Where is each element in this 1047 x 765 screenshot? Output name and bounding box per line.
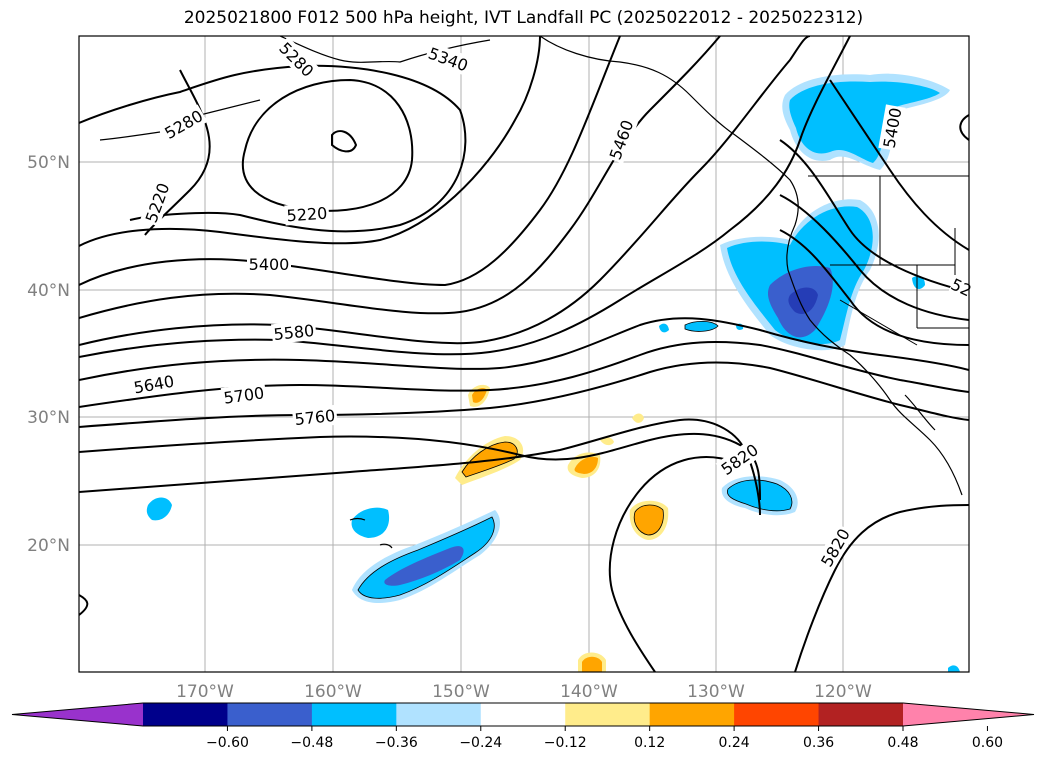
latitude-labels: 50°N 40°N 30°N 20°N bbox=[27, 153, 70, 556]
lon-label: 140°W bbox=[560, 682, 618, 702]
colorbar-bin bbox=[227, 703, 313, 726]
lon-label: 160°W bbox=[304, 682, 362, 702]
lon-label: 170°W bbox=[176, 682, 234, 702]
colorbar-tick-label: 0.24 bbox=[719, 735, 750, 751]
lat-label: 30°N bbox=[27, 408, 70, 428]
colorbar-bin bbox=[734, 703, 820, 726]
colorbar-tick-label: 0.60 bbox=[972, 735, 1003, 751]
colorbar-bin bbox=[565, 703, 651, 726]
height-contours bbox=[79, 36, 969, 672]
colorbar-bin bbox=[311, 703, 397, 726]
colorbar-bin bbox=[396, 703, 482, 726]
lat-label: 20°N bbox=[27, 536, 70, 556]
colorbar-tick-label: −0.36 bbox=[375, 735, 418, 751]
colorbar-extend-min bbox=[12, 703, 143, 726]
lon-label: 130°W bbox=[687, 682, 745, 702]
colorbar-tick-label: 0.36 bbox=[803, 735, 834, 751]
colorbar-outline bbox=[11, 702, 1035, 727]
colorbar-bin bbox=[818, 703, 904, 726]
figure-title: 2025021800 F012 500 hPa height, IVT Land… bbox=[183, 8, 864, 28]
colorbar-tick-label: 0.12 bbox=[634, 735, 665, 751]
lat-label: 50°N bbox=[27, 153, 70, 173]
longitude-labels: 170°W 160°W 150°W 140°W 130°W 120°W bbox=[176, 682, 872, 702]
colorbar bbox=[11, 702, 1035, 727]
colorbar-tick-label: −0.12 bbox=[544, 735, 587, 751]
contour-label: 5580 bbox=[273, 321, 315, 344]
contour-label: 5220 bbox=[286, 204, 328, 226]
colorbar-tick-label: −0.48 bbox=[290, 735, 333, 751]
political-borders bbox=[808, 175, 969, 346]
colorbar-bin bbox=[480, 703, 566, 726]
ivt-outline-contours bbox=[357, 320, 793, 599]
colorbar-bin bbox=[649, 703, 735, 726]
colorbar-extend-max bbox=[903, 703, 1034, 726]
colorbar-tick-label: −0.24 bbox=[459, 735, 502, 751]
lon-label: 120°W bbox=[814, 682, 872, 702]
map-frame bbox=[78, 35, 970, 673]
colorbar-bin bbox=[143, 703, 228, 726]
contour-label: 5760 bbox=[294, 406, 336, 429]
lat-label: 40°N bbox=[27, 281, 70, 301]
lon-label: 150°W bbox=[432, 682, 490, 702]
colorbar-tick-label: −0.60 bbox=[206, 735, 249, 751]
colorbar-tick-label: 0.48 bbox=[887, 735, 918, 751]
coastline bbox=[99, 36, 963, 549]
contour-label: 5400 bbox=[249, 255, 290, 274]
colorbar-tick-labels: −0.60 −0.48 −0.36 −0.24 −0.12 0.12 0.24 0.36 0.4… bbox=[206, 726, 1003, 751]
